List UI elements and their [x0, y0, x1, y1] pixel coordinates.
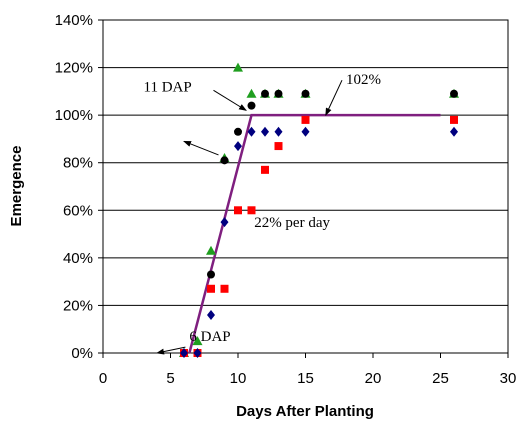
data-points — [179, 62, 459, 358]
x-tick-label: 15 — [297, 370, 314, 387]
fit-line — [188, 113, 441, 354]
data-point-diamond — [261, 126, 269, 137]
data-point-square — [220, 284, 229, 293]
y-tick-label: 100% — [55, 107, 93, 124]
data-point-circle — [207, 270, 215, 279]
y-axis-title: Emergence — [8, 146, 25, 227]
data-point-diamond — [450, 126, 458, 137]
x-axis: 0 5 10 15 20 25 30 — [99, 353, 517, 387]
data-point-circle — [301, 89, 310, 98]
y-tick-label: 40% — [63, 250, 93, 267]
grid-lines — [103, 67, 508, 306]
data-point-diamond — [301, 126, 310, 137]
data-point-triangle — [246, 88, 257, 98]
data-point-diamond — [234, 141, 242, 152]
y-tick-label: 140% — [55, 12, 93, 29]
annotation-arrow — [213, 89, 247, 111]
annotations: 11 DAP 102% 22% per day 6 DAP — [144, 72, 381, 355]
annotation-label: 11 DAP — [144, 79, 192, 95]
y-tick-label: 120% — [55, 60, 93, 77]
x-tick-label: 20 — [365, 370, 382, 387]
x-axis-title: Days After Planting — [236, 403, 374, 420]
y-tick-label: 20% — [63, 297, 93, 314]
x-tick-label: 0 — [99, 370, 107, 387]
data-point-circle — [261, 89, 269, 98]
y-tick-label: 60% — [63, 202, 93, 219]
data-point-square — [274, 142, 283, 151]
plot-area-border — [102, 19, 509, 354]
data-point-diamond — [247, 126, 256, 137]
data-point-circle — [234, 127, 242, 136]
data-point-square — [450, 115, 458, 124]
data-point-diamond — [207, 309, 215, 320]
data-point-triangle — [206, 245, 216, 255]
data-point-diamond — [274, 126, 283, 137]
data-point-diamond — [180, 348, 188, 358]
data-point-square — [234, 206, 242, 215]
x-tick-label: 5 — [166, 370, 174, 387]
data-point-circle — [220, 156, 229, 165]
data-point-diamond — [220, 217, 229, 228]
data-point-square — [247, 206, 256, 215]
annotation-label: 6 DAP — [189, 329, 230, 345]
data-point-square — [207, 284, 215, 293]
x-tick-label: 30 — [500, 370, 517, 387]
data-point-triangle — [233, 62, 243, 72]
data-point-diamond — [193, 348, 202, 358]
fit-line-group — [188, 113, 441, 354]
data-point-triangle — [192, 336, 203, 346]
x-tick-label: 25 — [432, 370, 449, 387]
annotation-arrow — [183, 140, 219, 156]
x-tick-label: 10 — [230, 370, 247, 387]
annotation-label: 22% per day — [254, 215, 330, 231]
y-tick-label: 80% — [63, 155, 93, 172]
y-tick-label: 0% — [71, 345, 93, 362]
data-point-square — [301, 115, 310, 124]
annotation-arrow — [325, 80, 343, 117]
data-point-square — [261, 165, 269, 174]
y-axis: 0% 20% 40% 60% 80% 100% 120% 140% — [55, 12, 103, 362]
annotation-arrow — [156, 346, 186, 355]
annotation-label: 102% — [346, 72, 381, 88]
data-point-circle — [274, 89, 283, 98]
data-point-circle — [247, 101, 256, 110]
data-point-circle — [450, 89, 458, 98]
